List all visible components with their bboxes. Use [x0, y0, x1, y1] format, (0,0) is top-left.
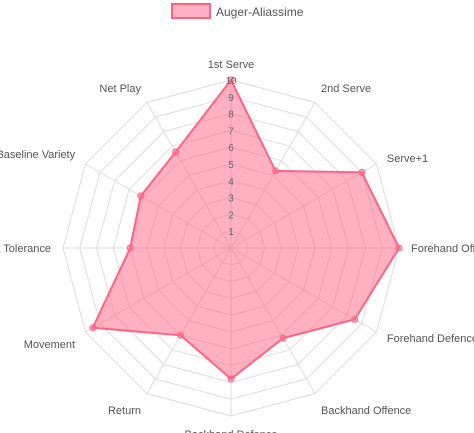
series-layer: [89, 76, 403, 383]
data-point: [358, 168, 366, 176]
data-point: [272, 167, 279, 175]
category-label: Backhand Defence: [185, 429, 278, 433]
data-point: [227, 76, 235, 84]
category-label: Movement: [24, 339, 75, 351]
data-point: [172, 148, 180, 156]
tick-label: 4: [228, 177, 234, 188]
category-label: Return: [108, 405, 141, 417]
tick-label: 7: [228, 126, 234, 137]
category-label: 2nd Serve: [321, 83, 371, 95]
data-point: [395, 244, 403, 252]
tick-label: 5: [228, 160, 234, 171]
data-point: [137, 192, 145, 200]
category-label: Net Play: [99, 83, 141, 95]
category-label: Serve+1: [387, 153, 428, 165]
category-labels: 1st Serve 2nd Serve Serve+1 Forehand Offenc…: [0, 59, 474, 433]
data-point: [279, 334, 287, 342]
legend[interactable]: Auger-Aliassime: [171, 3, 304, 19]
tick-label: 1: [228, 227, 234, 238]
data-point: [227, 375, 235, 383]
legend-swatch: [171, 3, 211, 19]
series-area: [91, 78, 401, 381]
tick-label: 3: [228, 194, 234, 205]
category-label: Baseline Variety: [0, 149, 76, 161]
data-point: [177, 331, 185, 339]
tick-label: 6: [228, 143, 234, 154]
category-label: Forehand Offence: [411, 243, 474, 255]
category-label: 1st Serve: [208, 59, 254, 71]
radial-ticks: 1 2 3 4 5 6 7 8 9 10: [225, 76, 237, 238]
data-point: [89, 324, 97, 332]
tick-label: 8: [228, 110, 234, 121]
tick-label: 9: [228, 93, 234, 104]
tick-label: 10: [225, 76, 237, 87]
data-point: [351, 315, 359, 323]
category-label: Forehand Defence: [387, 333, 474, 345]
legend-label: Auger-Aliassime: [216, 5, 304, 19]
tick-label: 2: [228, 210, 234, 221]
category-label: Shot Tolerance: [0, 243, 51, 255]
data-point: [126, 244, 134, 252]
category-label: Backhand Offence: [321, 405, 411, 417]
